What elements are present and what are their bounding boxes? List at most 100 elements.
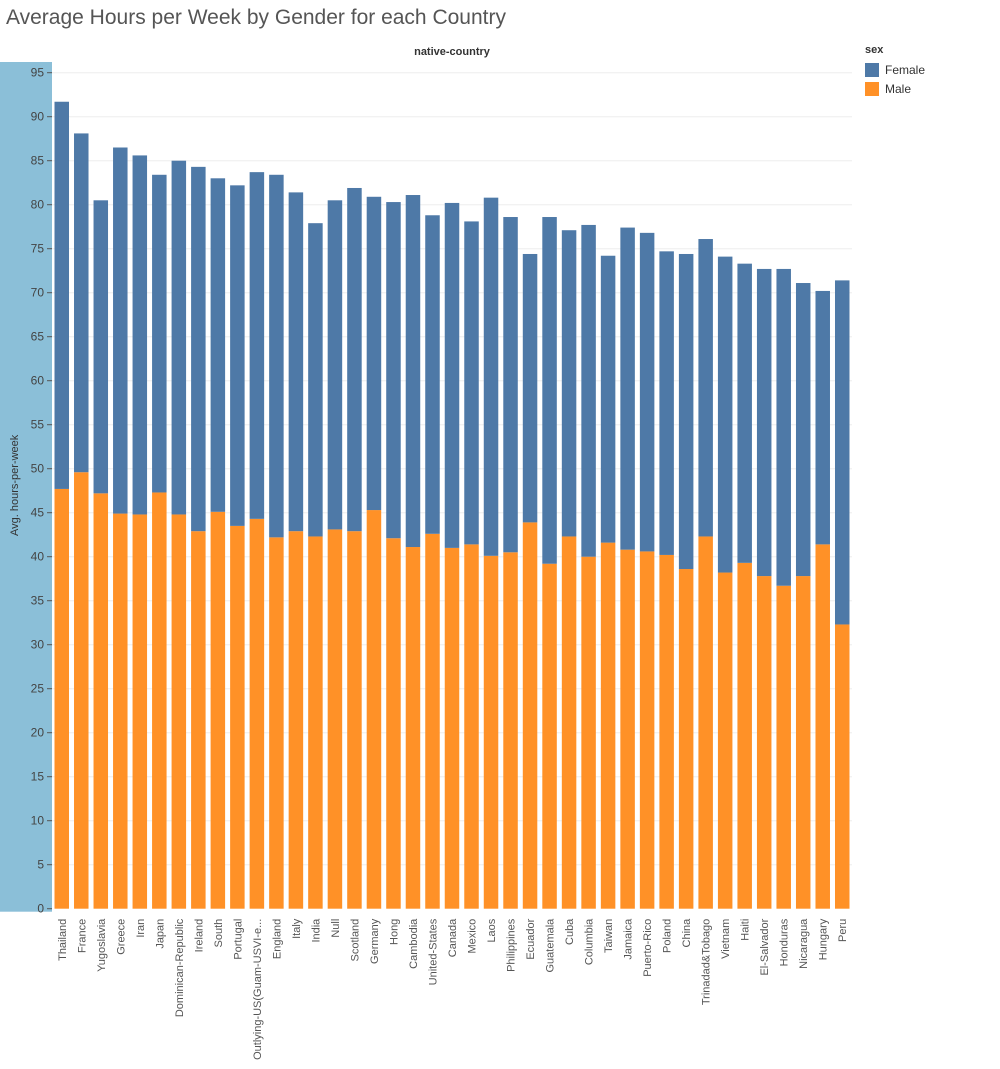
x-tick-label: Trinadad&Tobago (701, 919, 713, 1005)
y-tick-label: 15 (31, 770, 45, 784)
legend-item-female[interactable]: Female (865, 60, 925, 79)
x-tick-label: England (271, 919, 283, 959)
y-tick-label: 5 (37, 858, 44, 872)
chart-title: Average Hours per Week by Gender for eac… (6, 6, 506, 29)
x-tick-label: Jamaica (623, 918, 635, 960)
bar-female (698, 239, 713, 537)
x-tick-label: Japan (154, 919, 166, 949)
bar-female (503, 217, 518, 553)
bar-female (230, 185, 245, 526)
x-tick-label: Portugal (232, 919, 244, 960)
bar-female (561, 230, 577, 537)
x-tick-label: Yugoslavia (96, 918, 108, 972)
bar-male (210, 511, 226, 909)
bar-female (93, 200, 109, 494)
y-tick-label: 25 (31, 682, 45, 696)
bar-male (620, 549, 635, 909)
bar-male (366, 510, 382, 909)
bar-male (561, 536, 577, 909)
bar-female (152, 174, 167, 493)
y-tick-label: 85 (31, 154, 45, 168)
bar-female (522, 253, 538, 523)
y-axis-panel (0, 62, 52, 912)
bar-female (444, 202, 460, 548)
bar-male (717, 572, 733, 909)
bar-female (756, 268, 772, 577)
bar-female (795, 283, 811, 577)
bar-male (405, 547, 421, 909)
bar-male (269, 537, 284, 909)
bar-male (425, 533, 440, 909)
legend-title: sex (865, 44, 884, 56)
bar-female (288, 192, 304, 532)
y-tick-label: 30 (31, 638, 45, 652)
y-tick-label: 45 (31, 506, 45, 520)
bar-female (210, 178, 226, 512)
x-tick-label: Scotland (349, 919, 361, 962)
y-tick-label: 10 (31, 814, 45, 828)
bar-female (815, 290, 830, 545)
legend-swatch-female (865, 62, 879, 77)
bar-female (386, 202, 401, 539)
bar-male (522, 522, 538, 909)
bar-male (171, 514, 187, 909)
x-tick-label: Taiwan (603, 919, 615, 953)
bar-female (834, 280, 850, 625)
bar-female (639, 232, 655, 552)
y-tick-label: 80 (31, 198, 45, 212)
bar-male (249, 518, 265, 909)
legend-item-male[interactable]: Male (865, 79, 925, 98)
x-tick-label: Puerto-Rico (642, 919, 654, 977)
y-tick-label: 75 (31, 242, 45, 256)
x-tick-label: Hungary (818, 918, 830, 960)
bar-male (698, 536, 713, 909)
x-tick-label: China (681, 918, 693, 948)
x-tick-label: Ireland (193, 919, 205, 953)
x-tick-label: Nicaragua (798, 918, 810, 969)
bar-female (327, 200, 343, 530)
bar-female (74, 133, 89, 473)
x-tick-label: Philippines (506, 918, 518, 972)
y-tick-label: 20 (31, 726, 45, 740)
x-tick-label: Iran (135, 919, 147, 938)
x-tick-label: Dominican-Republic (174, 918, 186, 1017)
column-header: native-country (414, 46, 491, 58)
bar-male (542, 563, 557, 909)
bar-male (444, 547, 460, 909)
x-tick-label: Peru (837, 919, 849, 942)
x-tick-label: France (76, 919, 88, 953)
x-tick-label: Null (330, 919, 342, 938)
bar-male (795, 576, 811, 909)
y-tick-label: 55 (31, 418, 45, 432)
bar-male (600, 542, 616, 909)
bar-female (347, 187, 362, 532)
bar-male (113, 513, 128, 909)
bar-male (756, 576, 772, 909)
legend-label-female: Female (885, 62, 926, 77)
x-tick-label: Poland (662, 919, 674, 953)
bar-female (600, 255, 616, 543)
bar-male (93, 493, 109, 909)
bar-male (581, 556, 596, 909)
bar-female (581, 224, 596, 557)
x-tick-label: Haiti (740, 919, 752, 941)
bar-female (542, 217, 557, 564)
bar-female (717, 256, 733, 573)
bar-male (776, 585, 791, 909)
x-tick-label: Vietnam (720, 919, 732, 959)
x-tick-label: Greece (115, 919, 127, 955)
x-tick-label: Cuba (564, 918, 576, 945)
bar-female (405, 195, 421, 548)
y-tick-label: 95 (31, 66, 45, 80)
bar-male (834, 624, 850, 909)
y-tick-label: 90 (31, 110, 45, 124)
bar-male (230, 525, 245, 909)
bar-male (503, 552, 518, 909)
x-tick-label: Honduras (779, 918, 791, 966)
bar-female (171, 160, 187, 515)
bar-male (464, 544, 479, 909)
legend-label-male: Male (885, 81, 912, 96)
bar-male (74, 472, 89, 909)
y-tick-label: 70 (31, 286, 45, 300)
